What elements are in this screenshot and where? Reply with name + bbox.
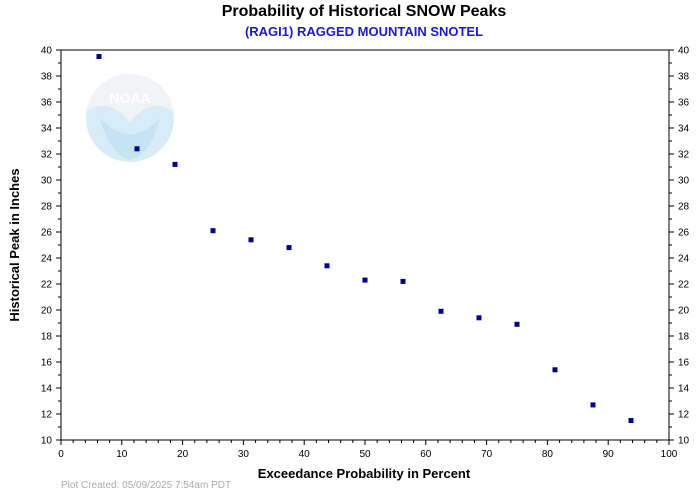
y-tick-label-right: 18 [678,332,690,343]
x-tick-label: 20 [177,449,189,460]
x-tick-label: 50 [359,449,371,460]
data-point [210,228,216,234]
y-tick-label-right: 10 [678,436,690,447]
y-tick-label-right: 26 [678,228,690,239]
data-point [552,367,558,373]
data-point [96,54,102,59]
x-tick-label: 0 [58,449,64,460]
y-tick-label: 36 [41,98,53,109]
x-tick-label: 70 [481,449,493,460]
data-point [400,278,406,284]
y-tick-label: 12 [41,410,53,421]
y-tick-label: 16 [41,358,53,369]
noaa-logo-text: NOAA [109,90,150,106]
data-point [362,277,368,283]
x-tick-label: 30 [238,449,250,460]
data-point [324,263,330,269]
x-tick-label: 100 [661,449,678,460]
y-tick-label: 28 [41,202,53,213]
y-tick-label-right: 36 [678,98,690,109]
y-tick-label: 20 [41,306,53,317]
y-tick-label: 24 [41,254,53,265]
x-tick-label: 40 [299,449,311,460]
y-axis-title: Historical Peak in Inches [7,168,22,321]
y-tick-label: 10 [41,436,53,447]
x-tick-label: 60 [420,449,432,460]
noaa-logo-icon: NOAA [86,74,174,162]
y-tick-label: 26 [41,228,53,239]
y-tick-label-right: 30 [678,176,690,187]
y-tick-label: 22 [41,280,53,291]
y-tick-label-right: 16 [678,358,690,369]
y-axis-left: 10 12 14 16 18 20 22 24 26 28 30 32 34 36 38 40 [41,46,61,447]
x-tick-label: 90 [603,449,615,460]
data-point [628,418,634,423]
data-point [438,308,444,314]
x-tick-label: 80 [542,449,554,460]
y-tick-label-right: 12 [678,410,690,421]
y-tick-label-right: 14 [678,384,690,395]
y-tick-label-right: 20 [678,306,690,317]
x-axis-title: Exceedance Probability in Percent [258,466,471,481]
data-point [286,245,292,251]
y-tick-label-right: 24 [678,254,690,265]
y-tick-label: 14 [41,384,53,395]
data-point [476,315,482,321]
x-axis: 0 10 20 30 40 50 60 70 80 90 100 [58,440,678,460]
y-tick-label: 40 [41,46,53,57]
y-tick-label: 18 [41,332,53,343]
data-point [172,161,178,167]
chart-subtitle: (RAGI1) RAGGED MOUNTAIN SNOTEL [245,24,483,39]
y-tick-label-right: 40 [678,46,690,57]
data-point [590,402,596,408]
chart-title: Probability of Historical SNOW Peaks [222,3,507,20]
x-tick-label: 10 [116,449,128,460]
y-tick-label-right: 28 [678,202,690,213]
plot-created-footer: Plot Created: 05/09/2025 7:54am PDT [61,480,231,491]
y-tick-label: 30 [41,176,53,187]
y-tick-label-right: 34 [678,124,690,135]
y-tick-label: 32 [41,150,53,161]
data-point [134,146,140,152]
data-point [514,321,520,327]
y-tick-label: 34 [41,124,53,135]
y-tick-label-right: 32 [678,150,690,161]
y-tick-label-right: 22 [678,280,690,291]
y-tick-label: 38 [41,72,53,83]
y-tick-label-right: 38 [678,72,690,83]
data-point [248,237,254,243]
data-series [96,54,634,423]
y-axis-right: 10 12 14 16 18 20 22 24 26 28 30 32 34 36 38 40 [669,46,690,447]
